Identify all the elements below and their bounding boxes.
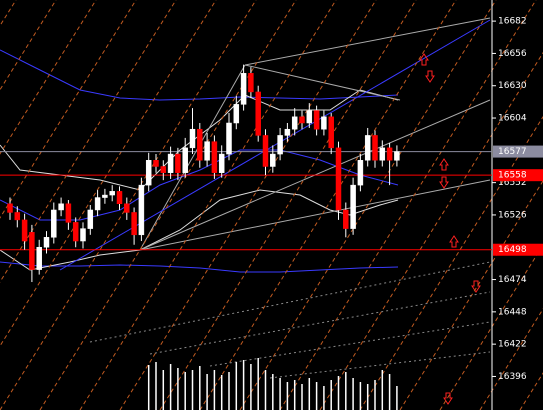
candle-body bbox=[306, 110, 313, 124]
dashed-diagonal bbox=[0, 0, 177, 283]
candle-body bbox=[182, 147, 188, 173]
dashed-diagonal bbox=[439, 244, 543, 410]
dashed-diagonal bbox=[359, 115, 543, 410]
candle-body bbox=[299, 116, 305, 124]
candle-body bbox=[211, 141, 218, 173]
dashed-diagonal bbox=[479, 308, 543, 410]
candle-body bbox=[80, 228, 86, 242]
candle-body bbox=[386, 147, 393, 161]
dashed-diagonal bbox=[159, 0, 417, 410]
candle-body bbox=[36, 246, 42, 270]
dashed-diagonal bbox=[79, 0, 337, 410]
candle-body bbox=[197, 128, 203, 161]
candle-body bbox=[51, 209, 57, 238]
candle-body bbox=[138, 184, 145, 236]
candle-body bbox=[109, 191, 115, 196]
level-label-box bbox=[493, 145, 543, 158]
candle-body bbox=[291, 116, 298, 130]
candle-body bbox=[145, 160, 152, 186]
level-label-box bbox=[493, 243, 543, 256]
fan-line bbox=[139, 179, 491, 251]
candle-body bbox=[284, 128, 291, 136]
candle-body bbox=[29, 232, 35, 270]
candle-body bbox=[58, 203, 64, 211]
candle-body bbox=[102, 194, 108, 198]
y-tick-label: 16656 bbox=[498, 49, 527, 59]
candle-body bbox=[124, 203, 130, 213]
candle-body bbox=[189, 128, 196, 149]
candle-body bbox=[270, 153, 276, 167]
candle-body bbox=[175, 153, 181, 173]
candle-body bbox=[357, 160, 364, 186]
y-tick-label: 16396 bbox=[498, 372, 527, 382]
fan-line bbox=[244, 17, 491, 66]
fan-line bbox=[244, 64, 401, 101]
candle-body bbox=[204, 141, 210, 161]
candle-body bbox=[255, 91, 261, 136]
candle-body bbox=[160, 166, 167, 173]
candle-body bbox=[277, 135, 283, 155]
candle-body bbox=[321, 116, 327, 130]
dashed-diagonal bbox=[0, 0, 57, 91]
candle-body bbox=[379, 147, 386, 161]
y-tick-label: 16526 bbox=[498, 210, 527, 220]
y-tick-label: 16422 bbox=[498, 340, 527, 350]
band-upper bbox=[0, 49, 399, 101]
candle-body bbox=[394, 151, 400, 161]
level-label: 16498 bbox=[498, 245, 527, 255]
signal-arrows bbox=[419, 53, 481, 405]
candle-body bbox=[131, 212, 137, 236]
dashed-diagonal bbox=[0, 0, 97, 155]
candle-body bbox=[248, 73, 254, 93]
y-tick-label: 16552 bbox=[498, 178, 527, 188]
y-tick-label: 16474 bbox=[498, 275, 527, 285]
y-tick-label: 16604 bbox=[498, 114, 527, 124]
level-label-box bbox=[493, 169, 543, 182]
y-tick-label: 16630 bbox=[498, 81, 527, 91]
dashed-diagonal bbox=[239, 0, 497, 410]
candle-body bbox=[72, 222, 79, 242]
candle-body bbox=[94, 197, 101, 211]
candle-body bbox=[7, 203, 13, 213]
candle-body bbox=[364, 135, 371, 161]
dashed-fan bbox=[269, 351, 491, 379]
candle-body bbox=[262, 135, 269, 167]
dashed-diagonal bbox=[199, 0, 457, 410]
y-tick-label: 16682 bbox=[498, 17, 527, 27]
candle-body bbox=[87, 209, 94, 229]
level-label: 16558 bbox=[498, 171, 527, 181]
dashed-diagonal bbox=[39, 0, 297, 410]
candle-body bbox=[218, 153, 225, 173]
candle-body bbox=[14, 212, 21, 221]
candle-body bbox=[372, 135, 378, 161]
candle-body bbox=[335, 147, 342, 211]
candle-body bbox=[343, 209, 349, 229]
candle-body bbox=[226, 122, 232, 155]
envelope-lower bbox=[0, 189, 399, 271]
level-label: 16577 bbox=[498, 147, 527, 157]
candle-body bbox=[21, 219, 28, 242]
dashed-diagonal bbox=[0, 0, 217, 347]
y-tick-label: 16448 bbox=[498, 307, 527, 317]
dashed-diagonal bbox=[119, 0, 377, 410]
candle-body bbox=[116, 191, 123, 205]
dashed-diagonal bbox=[279, 0, 537, 410]
fan-line bbox=[139, 64, 246, 251]
candle-body bbox=[328, 116, 334, 149]
candle-body bbox=[233, 104, 240, 124]
dashed-diagonal bbox=[319, 51, 543, 410]
candle-body bbox=[313, 110, 320, 130]
candle-body bbox=[153, 160, 159, 167]
candle-body bbox=[240, 73, 247, 105]
candle-body bbox=[43, 237, 50, 248]
candle-body bbox=[350, 184, 356, 229]
dashed-diagonal bbox=[399, 180, 543, 410]
candle-body bbox=[167, 153, 174, 173]
dashed-fan bbox=[209, 321, 491, 367]
candle-body bbox=[65, 203, 72, 223]
